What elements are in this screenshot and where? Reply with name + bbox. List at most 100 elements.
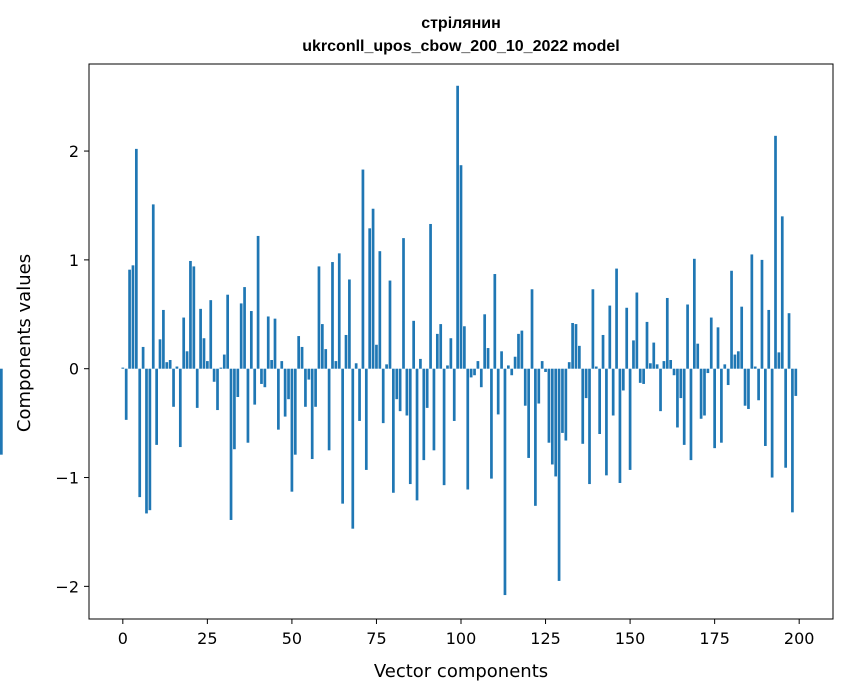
bar [500, 351, 503, 369]
bar [753, 366, 757, 369]
bar [679, 368, 683, 399]
bar [767, 309, 771, 369]
bar [703, 368, 706, 416]
bar [192, 266, 196, 369]
bar [645, 321, 649, 369]
bar [618, 368, 622, 483]
bar [368, 228, 372, 369]
bar [696, 343, 700, 369]
bar [578, 345, 581, 369]
bar [266, 316, 270, 369]
bar [439, 324, 443, 369]
bar [219, 367, 223, 369]
bar [317, 266, 321, 369]
bar [777, 352, 781, 369]
bar [395, 368, 399, 400]
bar [124, 368, 128, 420]
bar [540, 361, 544, 369]
bar [635, 292, 639, 369]
bar [716, 327, 720, 369]
bar [486, 348, 490, 369]
bar [287, 368, 290, 400]
bar [611, 368, 615, 416]
bar [138, 368, 142, 498]
y-tick-label: 1 [69, 251, 79, 270]
bar [469, 368, 473, 378]
bar [185, 351, 189, 369]
bar [435, 333, 439, 369]
bar [283, 368, 287, 417]
x-tick-label: 150 [615, 629, 646, 648]
bar [594, 366, 598, 369]
bar [513, 356, 517, 369]
x-tick-label: 75 [366, 629, 386, 648]
bar [523, 368, 527, 406]
bar [628, 368, 632, 470]
plot-area-frame [88, 63, 834, 620]
bar [713, 368, 716, 449]
bar [175, 366, 179, 369]
bar [419, 358, 422, 369]
bar [682, 368, 686, 445]
bar [605, 368, 608, 476]
x-tick-label: 25 [197, 629, 217, 648]
bar [449, 338, 453, 369]
bar [615, 268, 618, 369]
bar [584, 368, 588, 399]
bar [510, 368, 514, 376]
bar [131, 265, 135, 369]
bar [239, 303, 243, 369]
bar [527, 368, 530, 458]
bar [392, 368, 395, 493]
bar [0, 368, 3, 455]
bar [168, 360, 172, 369]
y-axis-label: Components values [14, 254, 35, 432]
bar [415, 368, 419, 501]
bar [740, 306, 744, 369]
bar [459, 165, 463, 369]
bar [601, 334, 605, 369]
bar [361, 169, 365, 369]
bar [388, 280, 392, 369]
bar [780, 216, 784, 369]
bar [314, 368, 317, 407]
x-tick-label: 50 [282, 629, 302, 648]
x-tick-label: 0 [118, 629, 128, 648]
bar [534, 368, 537, 506]
bar [202, 338, 206, 369]
bar [561, 368, 564, 433]
bar [652, 342, 656, 369]
bar [672, 368, 676, 376]
bar [665, 297, 669, 369]
bar [253, 368, 257, 405]
bar [310, 368, 314, 460]
bar [544, 368, 547, 372]
bar [249, 311, 253, 369]
bar [506, 365, 510, 369]
bar [398, 368, 402, 412]
chart-subtitle: ukrconll_upos_cbow_200_10_2022 model [302, 38, 619, 55]
bar [432, 368, 436, 451]
bar [496, 368, 500, 415]
bar [530, 289, 534, 369]
bar [364, 368, 368, 470]
bar [669, 360, 673, 369]
bar [158, 339, 162, 369]
bar [270, 360, 273, 369]
bar [490, 368, 493, 479]
bar [375, 344, 378, 369]
bar [442, 368, 446, 486]
bar [571, 323, 574, 369]
bar [145, 368, 148, 514]
bar [307, 368, 311, 380]
bar [588, 368, 591, 485]
bar [770, 368, 774, 478]
bar [709, 317, 713, 369]
bar [760, 259, 764, 369]
bar [726, 368, 730, 386]
bar [557, 368, 561, 581]
bar [277, 368, 280, 430]
bar [226, 294, 230, 369]
bar [273, 318, 277, 369]
bar [736, 351, 740, 369]
